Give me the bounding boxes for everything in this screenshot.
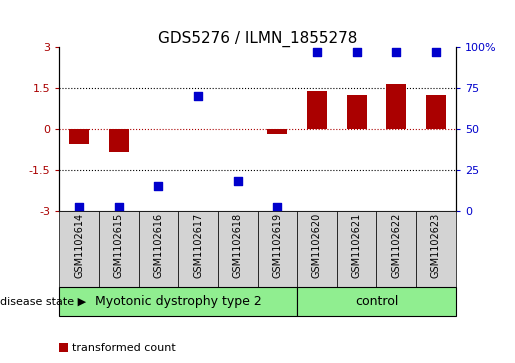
Text: GSM1102621: GSM1102621 <box>352 213 362 278</box>
Point <box>352 49 360 55</box>
Text: GSM1102623: GSM1102623 <box>431 213 441 278</box>
Point <box>273 204 281 210</box>
Title: GDS5276 / ILMN_1855278: GDS5276 / ILMN_1855278 <box>158 31 357 47</box>
Bar <box>59 287 297 316</box>
Bar <box>386 84 406 129</box>
Text: GSM1102620: GSM1102620 <box>312 213 322 278</box>
Text: GSM1102619: GSM1102619 <box>272 213 282 278</box>
Text: control: control <box>355 295 398 308</box>
Text: disease state ▶: disease state ▶ <box>0 296 86 306</box>
Bar <box>416 211 456 287</box>
Text: GSM1102617: GSM1102617 <box>193 213 203 278</box>
Point <box>154 183 162 189</box>
Point <box>313 49 321 55</box>
Bar <box>109 129 129 152</box>
Point <box>233 178 242 184</box>
Bar <box>99 211 139 287</box>
Bar <box>347 95 367 129</box>
Point <box>114 204 123 210</box>
Bar <box>376 211 416 287</box>
Text: GSM1102614: GSM1102614 <box>74 213 84 278</box>
Bar <box>178 211 218 287</box>
Bar <box>258 211 297 287</box>
Bar <box>139 211 178 287</box>
Text: transformed count: transformed count <box>72 343 176 353</box>
Bar <box>267 129 287 134</box>
Text: GSM1102622: GSM1102622 <box>391 213 401 278</box>
Bar <box>69 129 89 144</box>
Point <box>194 93 202 99</box>
Bar <box>297 287 456 316</box>
Point <box>392 49 401 55</box>
Text: GSM1102616: GSM1102616 <box>153 213 163 278</box>
Bar <box>297 211 337 287</box>
Text: GSM1102618: GSM1102618 <box>233 213 243 278</box>
Point <box>75 204 83 210</box>
Text: Myotonic dystrophy type 2: Myotonic dystrophy type 2 <box>95 295 262 308</box>
Bar <box>426 95 446 129</box>
Bar <box>59 211 99 287</box>
Bar <box>307 91 327 129</box>
Bar <box>218 211 258 287</box>
Text: GSM1102615: GSM1102615 <box>114 213 124 278</box>
Bar <box>337 211 376 287</box>
Point <box>432 49 440 55</box>
